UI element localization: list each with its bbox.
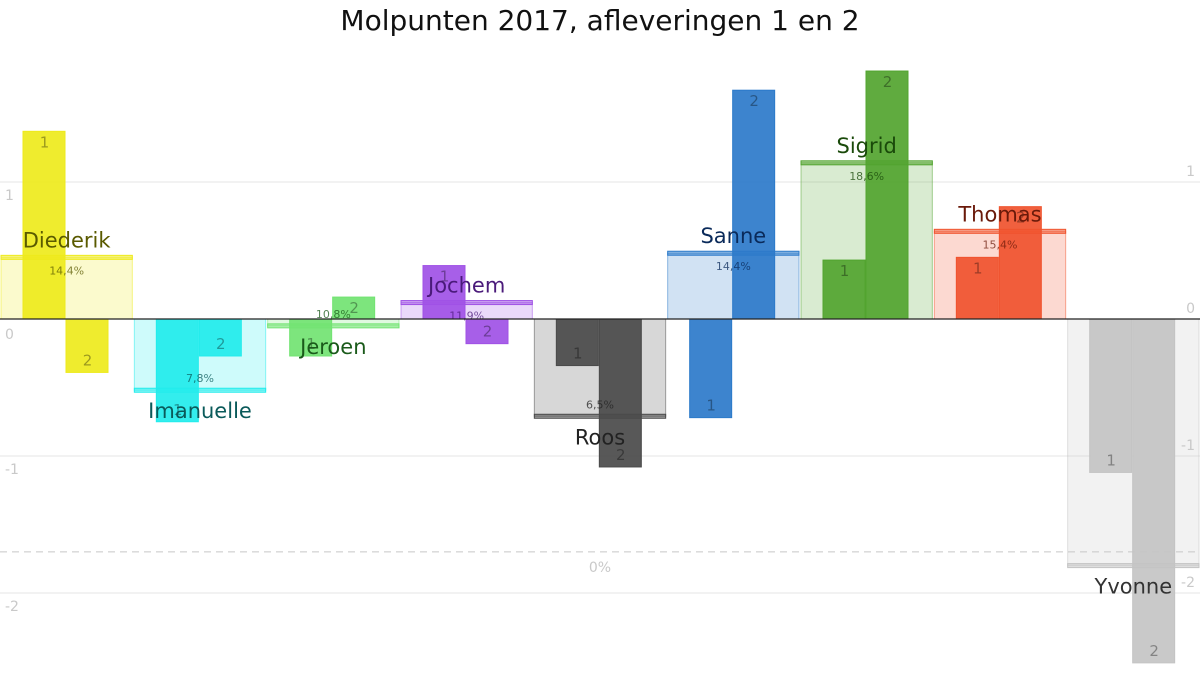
candidate-name: Diederik — [23, 228, 112, 252]
y-tick-label-left: -2 — [5, 599, 19, 615]
zero-percent-label: 0% — [589, 560, 611, 576]
episode-bar — [1089, 318, 1133, 473]
candidate-percent: 11,9% — [449, 310, 484, 323]
candidate-name: Yvonne — [1094, 575, 1173, 599]
candidate-name: Jeroen — [298, 335, 366, 359]
candidate-total-line — [267, 323, 400, 329]
episode-label: 1 — [840, 262, 850, 280]
candidate-percent: 6,5% — [586, 398, 614, 411]
candidate-total-line — [400, 300, 533, 306]
y-tick-label-right: -2 — [1181, 575, 1195, 591]
episode-label: 1 — [573, 345, 583, 363]
episode-label: 2 — [883, 73, 893, 91]
episode-label: 2 — [216, 335, 226, 353]
candidate-total-line — [133, 387, 267, 393]
candidate-total-line — [0, 254, 133, 260]
episode-bar — [865, 70, 909, 320]
y-tick-label-right: 1 — [1186, 164, 1195, 180]
candidate-percent: 18,6% — [849, 170, 884, 183]
episode-label: 2 — [749, 92, 759, 110]
episode-label: 2 — [83, 351, 93, 369]
episode-bar — [555, 318, 599, 367]
candidate-name: Sigrid — [837, 134, 897, 158]
episode-label: 2 — [1016, 209, 1026, 227]
candidate-name: Imanuelle — [148, 399, 252, 423]
episode-bar — [465, 318, 509, 345]
episode-label: 2 — [483, 323, 493, 341]
episode-bar — [598, 318, 642, 468]
candidate-name: Roos — [575, 425, 625, 449]
episode-bar — [998, 206, 1042, 320]
candidate-percent: 15,4% — [983, 238, 1018, 251]
candidate-total-line — [1067, 563, 1200, 569]
episode-label: 1 — [306, 335, 316, 353]
y-tick-label-left: 1 — [5, 188, 14, 204]
candidate-total-line — [533, 413, 667, 419]
candidate-name: Thomas — [957, 202, 1041, 226]
y-tick-label-right: 0 — [1186, 301, 1195, 317]
episode-bar — [1132, 318, 1176, 664]
y-tick-label-left: -1 — [5, 462, 19, 478]
episode-bar — [155, 318, 199, 423]
episode-bar — [955, 256, 999, 320]
episode-label: 2 — [349, 299, 359, 317]
episode-label: 2 — [1149, 642, 1159, 660]
episode-label: 1 — [40, 133, 50, 151]
candidate-total-line — [800, 160, 933, 166]
episode-bar — [732, 89, 776, 320]
episode-bar — [689, 318, 733, 419]
candidate-total-line — [667, 250, 800, 256]
episode-label: 1 — [173, 401, 183, 419]
candidate-percent: 14,4% — [716, 260, 751, 273]
episode-bar — [422, 265, 466, 320]
episode-label: 1 — [706, 397, 716, 415]
episode-label: 1 — [440, 268, 450, 286]
episode-label: 1 — [973, 259, 983, 277]
candidate-percent: 14,4% — [49, 264, 84, 277]
candidate-name: Jochem — [426, 274, 505, 298]
y-tick-label-left: 0 — [5, 327, 14, 343]
candidate-name: Sanne — [700, 224, 766, 248]
episode-bar — [822, 259, 866, 320]
candidate-percent: 10,8% — [316, 308, 351, 321]
episode-bar — [65, 318, 109, 373]
episode-label: 2 — [616, 446, 626, 464]
candidate-percent: 7,8% — [186, 372, 214, 385]
candidate-total-line — [933, 228, 1067, 234]
episode-bar — [22, 130, 66, 320]
chart-title: Molpunten 2017, afleveringen 1 en 2 — [340, 4, 860, 37]
y-tick-label-right: -1 — [1181, 438, 1195, 454]
episode-label: 1 — [1106, 451, 1116, 469]
